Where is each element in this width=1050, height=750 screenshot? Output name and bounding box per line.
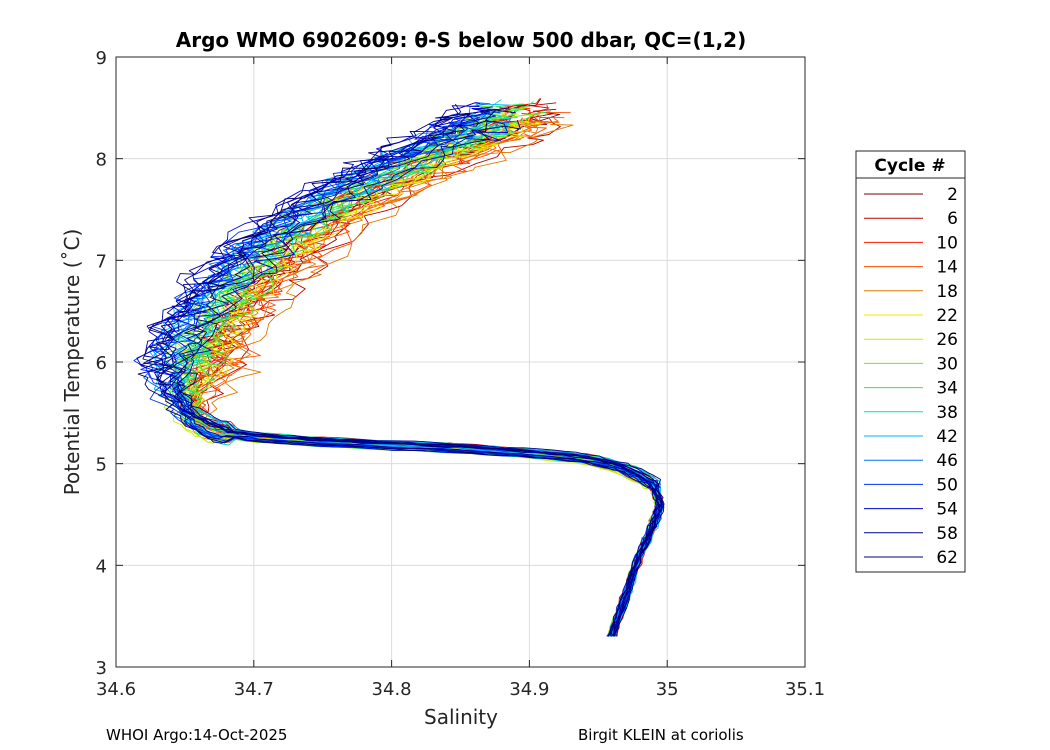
legend-label-cycle-14: 14 <box>936 258 958 278</box>
legend-label-cycle-54: 54 <box>936 500 958 520</box>
legend-label-cycle-50: 50 <box>936 475 958 495</box>
profile-line-cycle-31 <box>170 108 662 636</box>
profile-line-cycle-44 <box>174 123 664 637</box>
x-tick-label: 34.6 <box>96 679 136 700</box>
legend-label-cycle-2: 2 <box>947 185 958 205</box>
profile-line-cycle-23 <box>191 115 659 636</box>
legend-label-cycle-62: 62 <box>936 548 958 568</box>
y-tick-label: 3 <box>96 658 107 679</box>
y-tick-label: 4 <box>96 556 107 577</box>
y-axis-label: Potential Temperature (˚C) <box>60 229 84 496</box>
legend-label-cycle-34: 34 <box>936 379 958 399</box>
profile-line-cycle-37 <box>176 123 662 636</box>
profile-line-cycle-14 <box>197 118 663 636</box>
legend-label-cycle-22: 22 <box>936 306 958 326</box>
x-axis-label: Salinity <box>424 705 498 729</box>
legend-label-cycle-46: 46 <box>936 451 958 471</box>
legend-label-cycle-26: 26 <box>936 330 958 350</box>
profile-line-cycle-62 <box>138 121 659 637</box>
profile-line-cycle-8 <box>191 122 665 637</box>
profile-line-cycle-27 <box>174 120 657 637</box>
profile-line-cycle-20 <box>179 124 659 636</box>
profile-line-cycle-54 <box>169 121 663 636</box>
profile-line-cycle-18 <box>195 121 660 637</box>
profile-line-cycle-40 <box>161 109 661 637</box>
legend-label-cycle-58: 58 <box>936 524 958 544</box>
theta-s-chart: Argo WMO 6902609: θ-S below 500 dbar, QC… <box>0 0 1050 750</box>
footer-left-credit: WHOI Argo:14-Oct-2025 <box>106 726 287 744</box>
profile-line-cycle-21 <box>188 122 661 637</box>
y-tick-label: 8 <box>96 150 107 171</box>
legend-label-cycle-30: 30 <box>936 354 958 374</box>
profile-line-cycle-11 <box>190 118 663 637</box>
profile-line-cycle-25 <box>174 108 658 637</box>
profile-line-cycle-6 <box>187 104 662 635</box>
profile-line-cycle-16 <box>197 117 662 636</box>
footer-right-credit: Birgit KLEIN at coriolis <box>578 726 744 744</box>
y-tick-label: 6 <box>96 353 107 374</box>
y-tick-label: 7 <box>96 251 107 272</box>
series-group <box>134 98 665 636</box>
profile-line-cycle-2 <box>190 114 661 637</box>
profile-line-cycle-60 <box>178 107 663 636</box>
profile-line-cycle-33 <box>190 111 662 636</box>
profile-line-cycle-13 <box>185 107 660 636</box>
profile-line-cycle-63 <box>170 120 663 636</box>
profile-line-cycle-28 <box>172 119 659 637</box>
profile-line-cycle-22 <box>195 121 663 636</box>
x-tick-label: 34.8 <box>372 679 412 700</box>
profile-line-cycle-42 <box>154 121 663 636</box>
legend-title: Cycle # <box>874 156 945 176</box>
profile-line-cycle-10 <box>192 105 661 635</box>
profile-line-cycle-34 <box>177 123 660 636</box>
x-tick-label: 34.7 <box>234 679 274 700</box>
chart-title: Argo WMO 6902609: θ-S below 500 dbar, QC… <box>176 28 746 52</box>
y-tick-label: 9 <box>96 48 107 69</box>
legend-label-cycle-18: 18 <box>936 282 958 302</box>
profile-line-cycle-4 <box>194 109 661 636</box>
legend-label-cycle-6: 6 <box>947 209 958 229</box>
x-tick-label: 34.9 <box>509 679 549 700</box>
profile-line-cycle-30 <box>165 106 662 636</box>
profile-line-cycle-24 <box>177 112 661 637</box>
profile-line-cycle-19 <box>192 122 661 637</box>
legend-label-cycle-42: 42 <box>936 427 958 447</box>
profile-line-cycle-32 <box>168 109 660 635</box>
legend-label-cycle-38: 38 <box>936 403 958 423</box>
profile-line-cycle-7 <box>192 118 661 636</box>
profile-line-cycle-15 <box>192 112 659 635</box>
x-tick-label: 35.1 <box>785 679 825 700</box>
y-tick-label: 5 <box>96 455 107 476</box>
profile-line-cycle-17 <box>199 125 662 637</box>
x-tick-label: 35 <box>656 679 679 700</box>
legend-label-cycle-10: 10 <box>936 233 958 253</box>
profile-line-cycle-9 <box>187 114 657 637</box>
